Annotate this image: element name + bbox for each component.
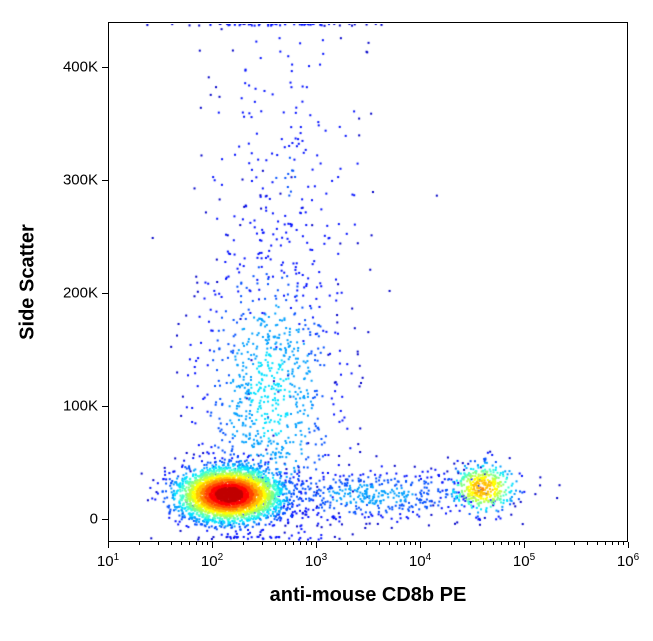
x-tick-label: 103 — [305, 552, 327, 570]
x-tick-mark-minor — [483, 542, 484, 545]
x-tick-mark-minor — [519, 542, 520, 545]
flow-cytometry-scatter-plot: Side Scatter anti-mouse CD8b PE 0 100K 200… — [0, 0, 653, 641]
plot-area — [108, 22, 628, 542]
x-tick-mark-minor — [189, 542, 190, 545]
x-tick-label: 106 — [617, 552, 639, 570]
x-tick-mark-minor — [514, 542, 515, 545]
x-tick-mark-minor — [379, 542, 380, 545]
y-tick-mark — [102, 180, 108, 181]
x-tick-mark-minor — [202, 542, 203, 545]
x-tick-mark-minor — [612, 542, 613, 545]
x-tick-mark-minor — [587, 542, 588, 545]
x-tick-mark-minor — [415, 542, 416, 545]
x-tick-mark-minor — [285, 542, 286, 545]
x-tick-mark-major — [212, 542, 213, 548]
x-tick-mark-minor — [139, 542, 140, 545]
x-tick-mark-minor — [207, 542, 208, 545]
x-tick-mark-minor — [555, 542, 556, 545]
x-tick-mark-minor — [196, 542, 197, 545]
x-tick-mark-minor — [501, 542, 502, 545]
x-tick-mark-minor — [410, 542, 411, 545]
y-tick-label: 200K — [63, 285, 98, 302]
x-tick-mark-minor — [597, 542, 598, 545]
x-tick-mark-minor — [275, 542, 276, 545]
x-tick-mark-minor — [508, 542, 509, 545]
y-tick-label: 400K — [63, 59, 98, 76]
x-tick-mark-minor — [574, 542, 575, 545]
y-tick-mark — [102, 293, 108, 294]
y-tick-label: 0 — [90, 511, 98, 528]
x-tick-mark-minor — [404, 542, 405, 545]
x-tick-mark-minor — [181, 542, 182, 545]
x-tick-mark-major — [316, 542, 317, 548]
x-tick-label: 102 — [201, 552, 223, 570]
y-tick-mark — [102, 67, 108, 68]
x-axis-label: anti-mouse CD8b PE — [270, 584, 467, 607]
x-tick-mark-major — [420, 542, 421, 548]
x-tick-mark-minor — [470, 542, 471, 545]
x-tick-mark-minor — [618, 542, 619, 545]
x-tick-mark-minor — [397, 542, 398, 545]
x-tick-mark-minor — [347, 542, 348, 545]
x-tick-mark-minor — [623, 542, 624, 545]
x-tick-mark-minor — [171, 542, 172, 545]
x-tick-mark-minor — [306, 542, 307, 545]
x-tick-mark-minor — [300, 542, 301, 545]
x-tick-mark-minor — [243, 542, 244, 545]
x-tick-mark-minor — [451, 542, 452, 545]
x-tick-mark-minor — [262, 542, 263, 545]
x-tick-mark-minor — [366, 542, 367, 545]
y-axis-label: Side Scatter — [17, 22, 40, 542]
x-tick-mark-major — [628, 542, 629, 548]
x-tick-mark-minor — [293, 542, 294, 545]
x-tick-mark-major — [524, 542, 525, 548]
y-tick-label: 300K — [63, 172, 98, 189]
x-tick-label: 105 — [513, 552, 535, 570]
x-tick-mark-minor — [311, 542, 312, 545]
y-tick-mark — [102, 406, 108, 407]
x-tick-label: 104 — [409, 552, 431, 570]
x-tick-mark-major — [108, 542, 109, 548]
x-tick-mark-minor — [158, 542, 159, 545]
x-tick-mark-minor — [493, 542, 494, 545]
x-tick-label: 101 — [97, 552, 119, 570]
scatter-canvas — [110, 24, 628, 542]
y-tick-label: 100K — [63, 398, 98, 415]
x-tick-mark-minor — [389, 542, 390, 545]
x-tick-mark-minor — [605, 542, 606, 545]
y-tick-mark — [102, 519, 108, 520]
